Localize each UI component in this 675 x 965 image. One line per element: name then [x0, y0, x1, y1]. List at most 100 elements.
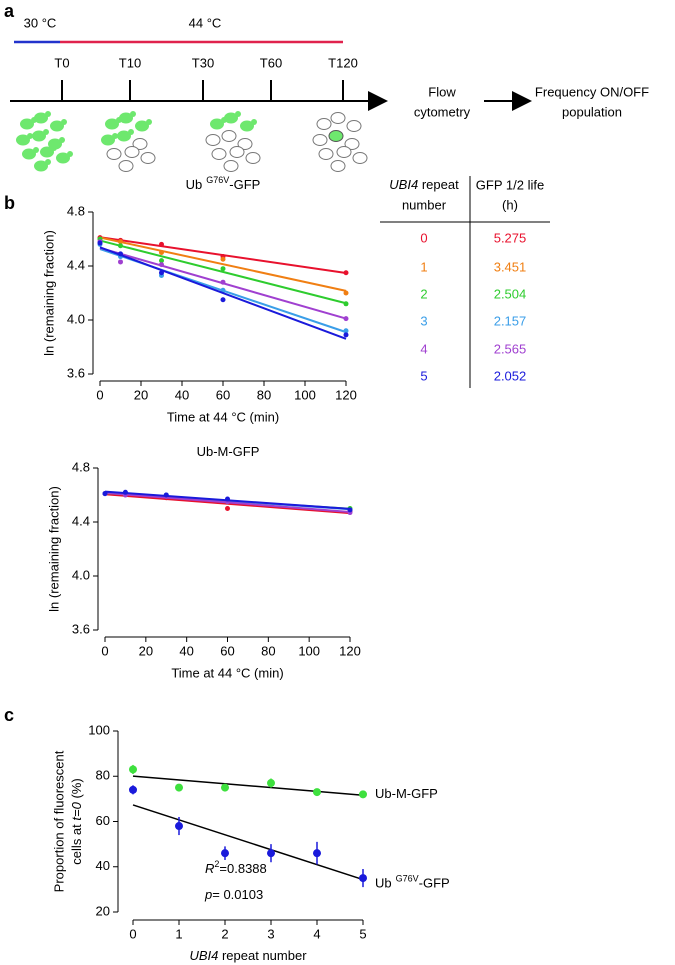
cell: [20, 118, 34, 130]
cell: [34, 160, 48, 172]
half-life: 2.565: [494, 341, 527, 356]
cell: [336, 146, 352, 158]
y-axis-label-part: t=0: [69, 801, 84, 820]
title-part: G76V: [206, 175, 229, 185]
point: [220, 279, 226, 285]
half-life: 3.451: [494, 259, 527, 274]
table-header: number: [402, 197, 447, 212]
temperature: 44 °C: [189, 15, 222, 30]
point: [347, 507, 353, 513]
point: [118, 251, 123, 257]
panel-letter: a: [4, 1, 15, 21]
y-tick-label: 4.4: [67, 257, 85, 272]
point: [359, 874, 367, 883]
cell: [16, 134, 30, 146]
x-axis-label: Time at 44 °C (min): [167, 409, 279, 424]
cell: [316, 118, 332, 130]
fit-line: [132, 804, 364, 881]
x-tick-label: 0: [96, 387, 103, 402]
cell: [240, 120, 254, 132]
cell: [330, 112, 346, 124]
annotation-part: p: [204, 887, 212, 902]
point: [159, 250, 164, 255]
cell: [205, 134, 221, 146]
y-tick-label: 4.4: [72, 513, 90, 528]
cell: [119, 112, 133, 124]
x-axis-label-part: repeat number: [218, 948, 307, 963]
cell: [237, 138, 253, 150]
point: [118, 243, 123, 249]
point: [343, 270, 349, 276]
chart-title: Ub G76V-GFP: [186, 175, 261, 192]
point: [343, 332, 349, 338]
x-tick-label: 40: [175, 387, 189, 402]
table-header: GFP 1/2 life: [476, 177, 544, 192]
cell: [101, 134, 115, 146]
title-part: Ub-M-GFP: [197, 444, 260, 459]
bud: [67, 151, 73, 157]
x-tick-label: 3: [267, 926, 274, 941]
repeat-number: 3: [420, 313, 427, 328]
cell: [346, 120, 362, 132]
x-axis-label-part: UBI4: [189, 948, 218, 963]
series-label: Ub G76V-GFP: [375, 874, 450, 891]
y-tick-label: 3.6: [72, 621, 90, 636]
point: [359, 790, 367, 799]
y-tick-label: 80: [96, 768, 110, 783]
cell: [118, 160, 134, 172]
step: cytometry: [414, 104, 471, 119]
cell: [135, 120, 149, 132]
cell: [352, 152, 368, 164]
panel-letter: c: [4, 705, 14, 725]
annotation: p= 0.0103: [204, 887, 263, 902]
bud: [130, 111, 136, 117]
annotation-part: R: [205, 861, 214, 876]
cell: [328, 130, 344, 142]
cell: [223, 160, 239, 172]
bud: [51, 145, 57, 151]
bud: [61, 119, 67, 125]
cell: [312, 134, 328, 146]
x-tick-label: 2: [221, 926, 228, 941]
series-label-part: G76V: [396, 874, 419, 884]
point: [267, 849, 275, 858]
y-axis-label-part: cells at: [69, 821, 84, 865]
point: [313, 849, 321, 858]
half-life: 2.157: [494, 313, 527, 328]
cell: [56, 152, 70, 164]
fit-line: [99, 246, 347, 340]
cell: [229, 146, 245, 158]
step: population: [562, 104, 622, 119]
series-label: Ub-M-GFP: [375, 787, 438, 802]
point: [102, 491, 108, 497]
bud: [45, 111, 51, 117]
point: [343, 290, 349, 296]
cell: [210, 118, 224, 130]
annotation-part: = 0.0103: [212, 887, 263, 902]
table-header: UBI4 repeat: [389, 177, 459, 192]
x-axis-label: UBI4 repeat number: [189, 948, 307, 963]
timepoint: T30: [192, 55, 214, 70]
annotation: R2=0.8388: [205, 859, 267, 876]
x-tick-label: 40: [179, 643, 193, 658]
point: [118, 239, 123, 245]
point: [221, 849, 229, 858]
y-axis-label: ln (remaining fraction): [46, 486, 61, 612]
cell: [117, 130, 131, 142]
point: [97, 240, 103, 246]
point: [343, 316, 349, 322]
point: [163, 492, 169, 498]
half-life: 2.052: [494, 368, 527, 383]
bud: [33, 147, 39, 153]
y-tick-label: 4.0: [67, 311, 85, 326]
point: [159, 270, 164, 276]
repeat-number: 1: [420, 259, 427, 274]
timepoint: T10: [119, 55, 141, 70]
series-label-part: Ub-M-GFP: [375, 787, 438, 802]
bud: [128, 129, 134, 135]
cell: [124, 146, 140, 158]
panel-letter: b: [4, 193, 15, 213]
y-tick-label: 20: [96, 903, 110, 918]
x-tick-label: 0: [129, 926, 136, 941]
cell: [50, 120, 64, 132]
